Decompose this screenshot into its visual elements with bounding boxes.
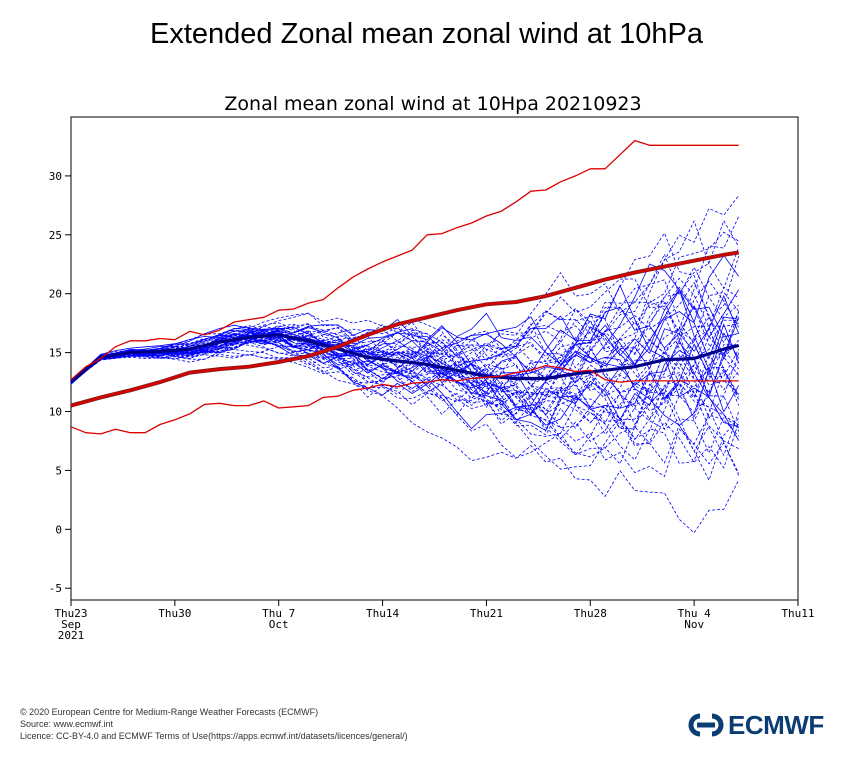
- chart-title: Zonal mean zonal wind at 10Hpa 20210923: [224, 93, 641, 115]
- x-tick-label: Thu 4: [678, 607, 711, 620]
- x-tick-label: Thu14: [366, 607, 399, 620]
- x-tick-label: Thu21: [470, 607, 503, 620]
- climate-max-line: [70, 139, 739, 381]
- ensemble-member-line: [70, 280, 740, 406]
- x-tick-label: 2021: [58, 629, 85, 642]
- y-axis: -5 0 5 10 15 20 25 30: [49, 170, 71, 595]
- y-tick-label: 5: [55, 464, 62, 477]
- ensemble-member-line: [70, 313, 739, 455]
- ensemble-mean-line: [69, 333, 740, 384]
- x-tick-label: Nov: [684, 618, 704, 631]
- ensemble-member-line: [70, 324, 739, 478]
- summary-series: [69, 139, 740, 435]
- y-tick-label: 30: [49, 170, 62, 183]
- y-tick-label: 20: [49, 288, 62, 301]
- plot-frame: [70, 116, 799, 601]
- ensemble-member-line: [70, 219, 740, 384]
- ensemble-member-line: [70, 335, 740, 464]
- licence-line: Licence: CC-BY-4.0 and ECMWF Terms of Us…: [20, 731, 408, 741]
- ensemble-member-line: [70, 301, 739, 401]
- ensemble-member-line: [70, 278, 740, 382]
- ensemble-member-line: [70, 277, 740, 417]
- copyright-line: © 2020 European Centre for Medium-Range …: [20, 707, 319, 717]
- x-tick-label: Thu30: [158, 607, 191, 620]
- y-tick-label: 10: [49, 406, 62, 419]
- ensemble-member-line: [70, 219, 740, 387]
- climate-mean-line: [70, 251, 739, 407]
- y-tick-label: 0: [55, 523, 62, 536]
- x-tick-label: Thu11: [781, 607, 814, 620]
- ecmwf-logo-text: ECMWF: [728, 709, 824, 740]
- chart: Zonal mean zonal wind at 10Hpa 20210923 …: [49, 93, 815, 642]
- ecmwf-logo: ECMWF: [688, 710, 824, 740]
- x-tick-label: Thu28: [574, 607, 607, 620]
- y-tick-label: 25: [49, 229, 62, 242]
- x-tick-label: Thu23: [54, 607, 87, 620]
- ensemble-member-line: [70, 312, 740, 409]
- y-tick-label: 15: [49, 347, 62, 360]
- ensemble-member-line: [70, 340, 740, 442]
- climate-min-line: [70, 364, 739, 435]
- ensemble-member-line: [70, 323, 740, 457]
- ensemble-member-line: [70, 315, 739, 395]
- ensemble-member-line: [70, 304, 739, 436]
- x-tick-label: Oct: [269, 618, 289, 631]
- source-line: Source: www.ecmwf.int: [20, 719, 114, 729]
- ensemble-member-line: [70, 254, 740, 395]
- ecmwf-logo-icon: [688, 713, 724, 737]
- x-tick-label: Thu 7: [262, 607, 295, 620]
- ensemble-member-line: [70, 352, 739, 453]
- x-tick-label: Sep: [61, 618, 81, 631]
- ensemble-member-line: [70, 327, 740, 474]
- ensemble-member-line: [70, 311, 740, 422]
- copyright-footer: © 2020 European Centre for Medium-Range …: [20, 706, 408, 742]
- page-title: Extended Zonal mean zonal wind at 10hPa: [150, 18, 703, 50]
- y-tick-label: -5: [49, 582, 62, 595]
